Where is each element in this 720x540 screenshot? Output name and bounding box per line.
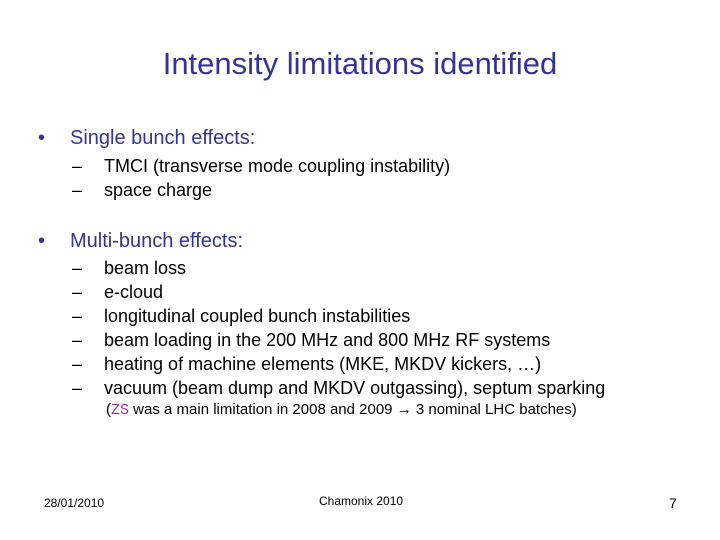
- list-item: – beam loss: [72, 258, 187, 278]
- limitation-note: (ZS was a main limitation in 2008 and 20…: [106, 401, 577, 419]
- bullet-icon: •: [38, 127, 46, 149]
- section-heading-single-bunch: • Single bunch effects:: [38, 127, 255, 150]
- page-number: 7: [669, 495, 677, 511]
- bullet-icon: •: [38, 230, 46, 252]
- dash-icon: –: [72, 378, 83, 398]
- footer-date: 28/01/2010: [44, 496, 105, 510]
- footer-event: Chamonix 2010: [319, 494, 404, 508]
- slide-title: Intensity limitations identified: [162, 46, 558, 81]
- dash-icon: –: [72, 354, 83, 374]
- list-item: – longitudinal coupled bunch instabilitie…: [72, 306, 411, 326]
- dash-icon: –: [72, 258, 83, 278]
- heading-text: Single bunch effects:: [70, 127, 256, 149]
- list-item: – e-cloud: [72, 282, 164, 302]
- arrow-icon: →: [396, 401, 412, 418]
- dash-icon: –: [72, 330, 83, 350]
- list-item: – heating of machine elements (MKE, MKDV …: [72, 354, 542, 374]
- dash-icon: –: [72, 282, 83, 302]
- list-item: – vacuum (beam dump and MKDV outgassing),…: [72, 378, 606, 398]
- dash-icon: –: [72, 306, 83, 326]
- zs-highlight: ZS: [111, 402, 130, 419]
- heading-text: Multi-bunch effects:: [70, 230, 244, 252]
- dash-icon: –: [72, 180, 83, 200]
- list-item: – space charge: [72, 180, 213, 200]
- section-heading-multi-bunch: • Multi-bunch effects:: [38, 230, 243, 253]
- list-item: – beam loading in the 200 MHz and 800 MHz…: [72, 330, 551, 350]
- dash-icon: –: [72, 156, 83, 176]
- list-item: – TMCI (transverse mode coupling instabil…: [72, 156, 451, 176]
